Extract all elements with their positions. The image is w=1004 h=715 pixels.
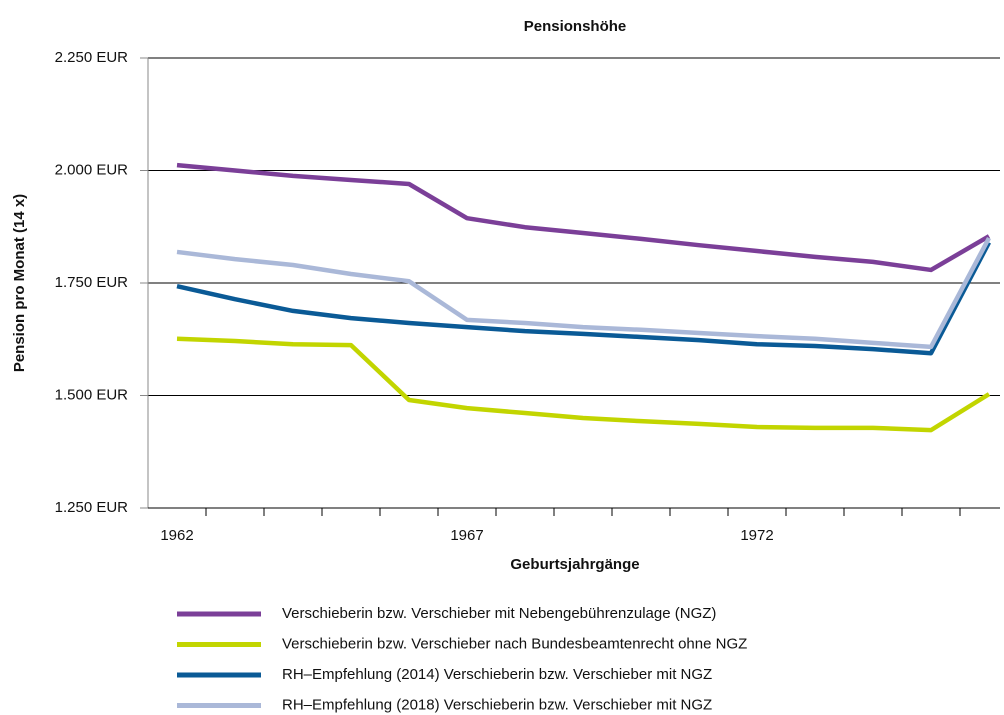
line-series: [176, 236, 991, 350]
y-tick-label: 2.000 EUR: [55, 161, 129, 178]
y-tick-label: 1.500 EUR: [55, 386, 129, 403]
y-tick-label: 1.250 EUR: [55, 499, 129, 516]
legend-label: RH–Empfehlung (2014) Verschieberin bzw. …: [282, 666, 712, 683]
chart-title: Pensionshöhe: [524, 18, 627, 35]
legend-label: Verschieberin bzw. Verschieber nach Bund…: [282, 635, 747, 652]
x-tick-label: 1967: [450, 527, 483, 544]
y-tick-label: 2.250 EUR: [55, 49, 129, 66]
y-tick-label: 1.750 EUR: [55, 274, 129, 291]
line-series: [176, 241, 991, 356]
x-tick-label: 1962: [160, 527, 193, 544]
y-axis-label: Pension pro Monat (14 x): [11, 194, 28, 372]
line-series: [176, 336, 991, 433]
line-series: [176, 162, 991, 273]
x-tick-label: 1972: [740, 527, 773, 544]
legend-label: RH–Empfehlung (2018) Verschieberin bzw. …: [282, 696, 712, 713]
x-axis-label: Geburtsjahrgänge: [510, 556, 639, 573]
legend-label: Verschieberin bzw. Verschieber mit Neben…: [282, 605, 716, 622]
